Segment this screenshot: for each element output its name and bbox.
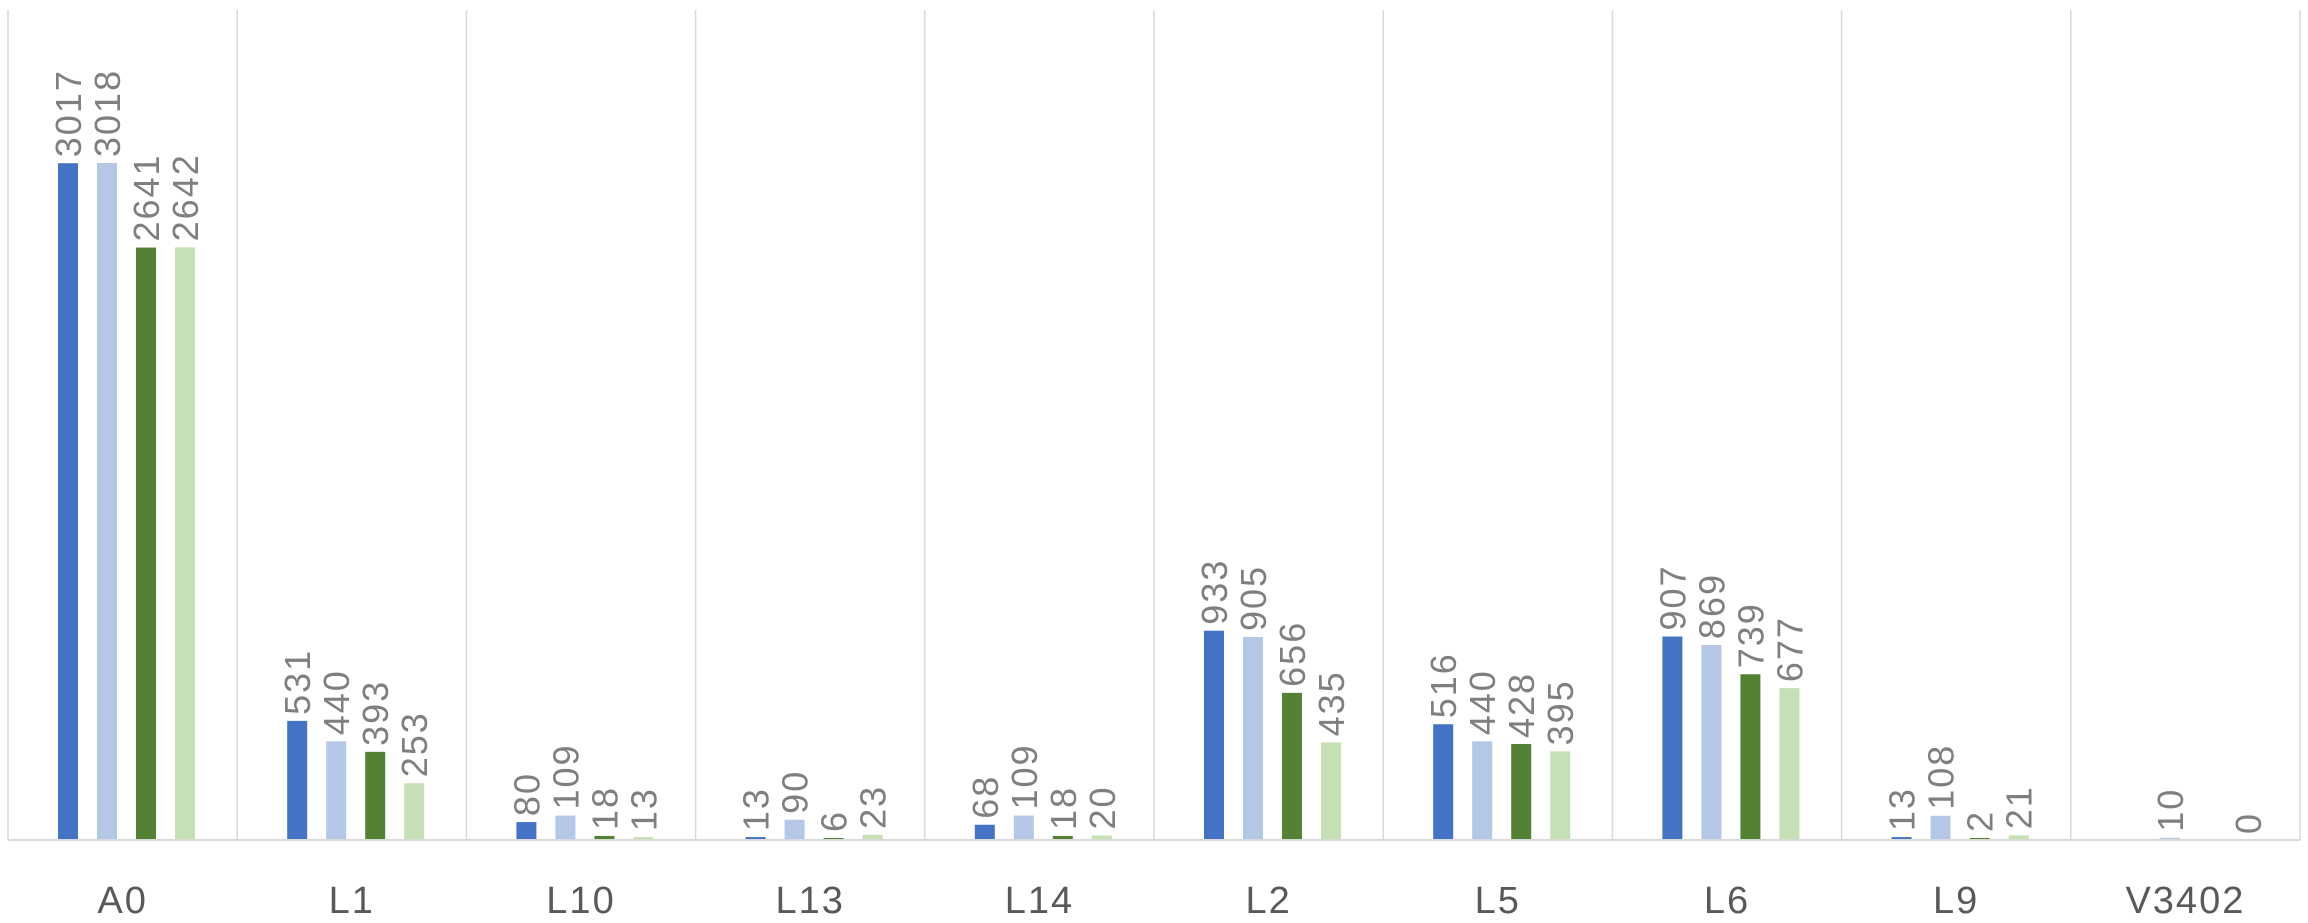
bar bbox=[1204, 630, 1224, 840]
data-label: 0 bbox=[2228, 812, 2269, 834]
data-label: 435 bbox=[1311, 670, 1352, 736]
data-label: 933 bbox=[1194, 559, 1235, 625]
bar bbox=[97, 162, 117, 840]
data-label: 6 bbox=[814, 810, 855, 832]
bars-layer bbox=[58, 162, 2180, 841]
data-label: 393 bbox=[355, 680, 396, 746]
x-axis-tick-labels: A0 L1 L10 L13 L14 L2 L5 L6 L9 V3402 bbox=[97, 880, 2245, 922]
data-label: 13 bbox=[623, 787, 664, 831]
x-tick-label: L6 bbox=[1704, 880, 1750, 922]
x-tick-label: L9 bbox=[1933, 880, 1979, 922]
data-label: 739 bbox=[1730, 602, 1771, 668]
x-tick-label: L10 bbox=[546, 880, 615, 922]
data-label: 80 bbox=[506, 772, 547, 816]
x-tick-label: L13 bbox=[775, 880, 844, 922]
bar bbox=[1891, 837, 1912, 840]
bar bbox=[1282, 692, 1302, 840]
bar bbox=[745, 837, 766, 840]
data-label: 905 bbox=[1233, 565, 1274, 631]
data-label: 3018 bbox=[87, 69, 128, 157]
data-label: 18 bbox=[584, 786, 625, 830]
data-label: 108 bbox=[1921, 744, 1962, 810]
bar bbox=[1052, 835, 1073, 840]
bar bbox=[365, 751, 386, 840]
data-label: 90 bbox=[775, 770, 816, 814]
data-label: 516 bbox=[1423, 652, 1464, 718]
data-label: 109 bbox=[545, 743, 586, 809]
bar bbox=[594, 835, 615, 840]
data-label: 18 bbox=[1043, 786, 1084, 830]
x-tick-label: L1 bbox=[329, 880, 375, 922]
bar bbox=[287, 720, 308, 840]
bar bbox=[1013, 815, 1034, 840]
data-label: 531 bbox=[277, 649, 318, 715]
data-label: 677 bbox=[1769, 616, 1810, 682]
bar bbox=[862, 834, 883, 840]
data-label: 656 bbox=[1272, 621, 1313, 687]
bar bbox=[58, 163, 78, 841]
bar bbox=[136, 247, 156, 841]
x-tick-label: L5 bbox=[1475, 880, 1521, 922]
bar bbox=[784, 819, 805, 840]
data-label: 2641 bbox=[126, 153, 167, 241]
x-tick-label: A0 bbox=[97, 880, 147, 922]
data-label: 869 bbox=[1691, 573, 1732, 639]
data-label: 428 bbox=[1501, 672, 1542, 738]
bar bbox=[1433, 724, 1454, 840]
bar bbox=[633, 837, 654, 840]
data-label: 13 bbox=[736, 787, 777, 831]
data-label: 3017 bbox=[48, 69, 89, 157]
bar bbox=[1091, 835, 1112, 840]
data-label: 395 bbox=[1540, 679, 1581, 745]
bar bbox=[1472, 741, 1493, 840]
bar bbox=[1662, 636, 1683, 840]
bar bbox=[1511, 743, 1532, 840]
data-label: 109 bbox=[1004, 743, 1045, 809]
data-label: 68 bbox=[965, 775, 1006, 819]
bar bbox=[2159, 837, 2180, 840]
data-label: 2642 bbox=[165, 153, 206, 241]
data-label: 13 bbox=[1882, 787, 1923, 831]
category-gridlines bbox=[7, 10, 2301, 840]
bar bbox=[404, 783, 425, 840]
data-label: 907 bbox=[1652, 564, 1693, 630]
bar bbox=[175, 247, 195, 840]
bar bbox=[1243, 636, 1263, 840]
data-label: 21 bbox=[1999, 785, 2040, 829]
bar bbox=[974, 824, 995, 840]
bar bbox=[1930, 815, 1951, 840]
bar bbox=[1701, 645, 1722, 840]
data-label: 23 bbox=[853, 785, 894, 829]
bar bbox=[1321, 742, 1341, 840]
data-label: 10 bbox=[2150, 788, 2191, 832]
data-label: 253 bbox=[394, 711, 435, 777]
data-label: 440 bbox=[316, 669, 357, 735]
bar bbox=[555, 815, 576, 840]
data-label: 20 bbox=[1082, 785, 1123, 829]
bar bbox=[326, 741, 347, 840]
bar bbox=[1550, 751, 1571, 840]
bar bbox=[1740, 674, 1761, 840]
bar bbox=[2008, 835, 2029, 840]
x-tick-label: L2 bbox=[1245, 880, 1291, 922]
data-label: 440 bbox=[1462, 669, 1503, 735]
x-tick-label: L14 bbox=[1005, 880, 1074, 922]
data-label: 2 bbox=[1960, 810, 2001, 832]
x-tick-label: V3402 bbox=[2125, 880, 2245, 922]
bar bbox=[1779, 688, 1800, 840]
bar bbox=[516, 822, 537, 840]
